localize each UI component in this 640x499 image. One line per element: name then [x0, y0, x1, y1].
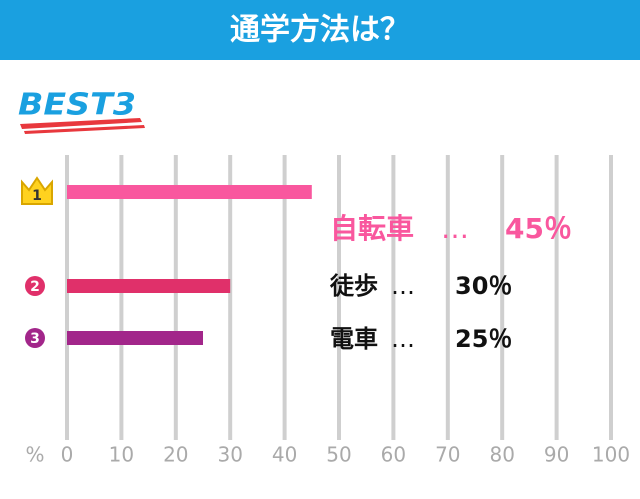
- badge-text: BEST3: [18, 88, 136, 123]
- separator: …: [391, 272, 415, 300]
- x-tick-label: 70: [435, 443, 460, 467]
- value-label: 30％: [455, 272, 512, 300]
- x-tick-label: 80: [489, 443, 514, 467]
- header-bar: [0, 0, 640, 60]
- bar: [67, 185, 312, 199]
- category-label: 自転車: [330, 212, 414, 245]
- rank-number: 3: [30, 331, 40, 347]
- x-tick-label: 60: [381, 443, 406, 467]
- rank-number: 2: [30, 279, 40, 295]
- x-unit: %: [25, 443, 44, 467]
- category-label: 電車: [330, 325, 378, 353]
- x-tick-label: 20: [163, 443, 188, 467]
- x-tick-label: 90: [544, 443, 569, 467]
- rank-circle: [25, 276, 45, 296]
- value-label: 25％: [455, 325, 512, 353]
- bar: [67, 279, 231, 293]
- x-tick-label: 0: [61, 443, 74, 467]
- x-tick-label: 10: [109, 443, 134, 467]
- x-tick-label: 40: [272, 443, 297, 467]
- value-label: 45％: [505, 212, 572, 245]
- chart-title: 通学方法は？: [230, 13, 410, 48]
- category-label: 徒歩: [329, 272, 378, 300]
- bar: [67, 331, 203, 345]
- rank-crown: [21, 176, 53, 205]
- badge-underline: [20, 118, 145, 134]
- rank-number: 1: [32, 188, 42, 204]
- x-tick-label: 30: [217, 443, 242, 467]
- x-tick-label: 100: [592, 443, 630, 467]
- x-tick-label: 50: [326, 443, 351, 467]
- separator: …: [391, 325, 415, 353]
- separator: …: [441, 212, 469, 245]
- rank-circle: [25, 328, 45, 348]
